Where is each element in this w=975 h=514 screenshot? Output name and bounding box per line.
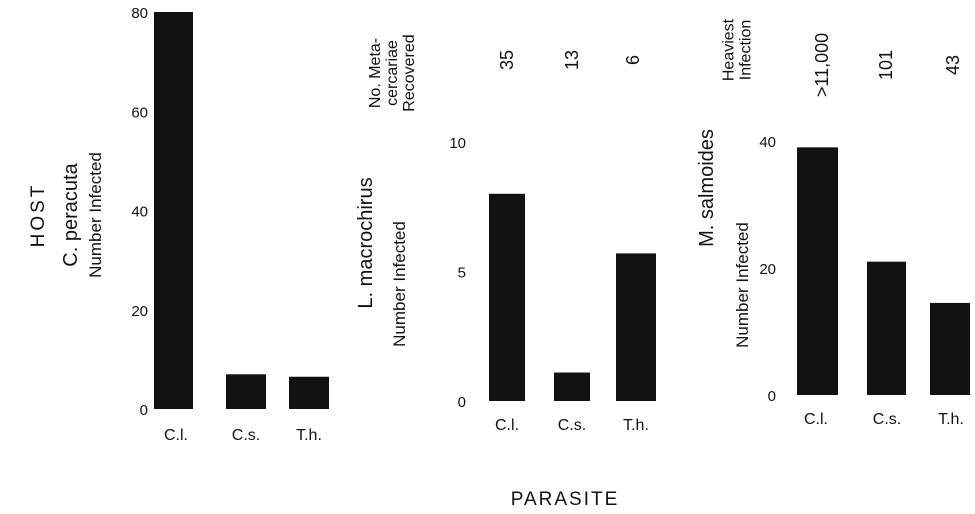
annotation-value: 101 [876,50,896,80]
annotation-header: HeaviestInfection [721,18,755,81]
annotation-header: No. Meta-cercariaeRecovered [367,34,418,111]
x-tick-label: C.l. [804,411,828,428]
x-tick-label: T.h. [623,417,649,434]
parasite-label: PARASITE [511,489,620,510]
bar-c-s [867,261,906,395]
chart-c-peracuta: C. peracuta Number Infected 0 20 40 60 80 C.l. C… [60,5,329,444]
y-tick-label: 10 [449,135,466,152]
host-label: HOST [28,183,49,248]
chart-title: C. peracuta [60,162,82,266]
y-axis-label: Number Infected [390,221,409,347]
y-tick-label: 40 [759,134,776,151]
x-tick-label: C.l. [495,417,519,434]
x-tick-label: T.h. [296,427,322,444]
y-tick-label: 60 [131,104,148,121]
y-tick-label: 5 [458,265,466,282]
bar-c-s [226,374,266,409]
x-tick-label: C.s. [873,411,901,428]
y-tick-label: 20 [131,303,148,320]
y-tick-label: 0 [140,402,148,419]
y-axis-label: Number Infected [733,222,752,348]
x-tick-label: C.s. [558,417,586,434]
annotation-value: 13 [562,50,582,70]
bar-t-h [616,253,656,401]
bar-t-h [930,302,970,395]
annotation-value: 35 [497,50,517,70]
x-tick-label: T.h. [938,411,964,428]
chart-title: L. macrochirus [355,177,377,308]
x-tick-label: C.l. [164,427,188,444]
bar-c-l [797,147,838,395]
chart-title: M. salmoides [696,129,718,247]
chart-l-macrochirus: L. macrochirus Number Infected 0 5 10 C.l. C.s… [355,34,656,434]
bar-c-l [489,193,525,401]
annotation-value: >11,000 [812,33,832,97]
y-tick-label: 20 [759,261,776,278]
y-axis-label: Number Infected [86,152,105,278]
annotation-value: 6 [623,55,643,65]
y-tick-label: 40 [131,204,148,221]
x-tick-label: C.s. [232,427,260,444]
annotation-value: 43 [943,55,963,75]
y-tick-label: 80 [131,5,148,22]
y-tick-label: 0 [458,394,466,411]
bar-c-l [154,12,193,409]
chart-m-salmoides: M. salmoides Number Infected 0 20 40 C.l. C.s.… [696,18,970,428]
bar-c-s [554,372,590,401]
y-tick-label: 0 [768,388,776,405]
bar-t-h [289,376,329,409]
